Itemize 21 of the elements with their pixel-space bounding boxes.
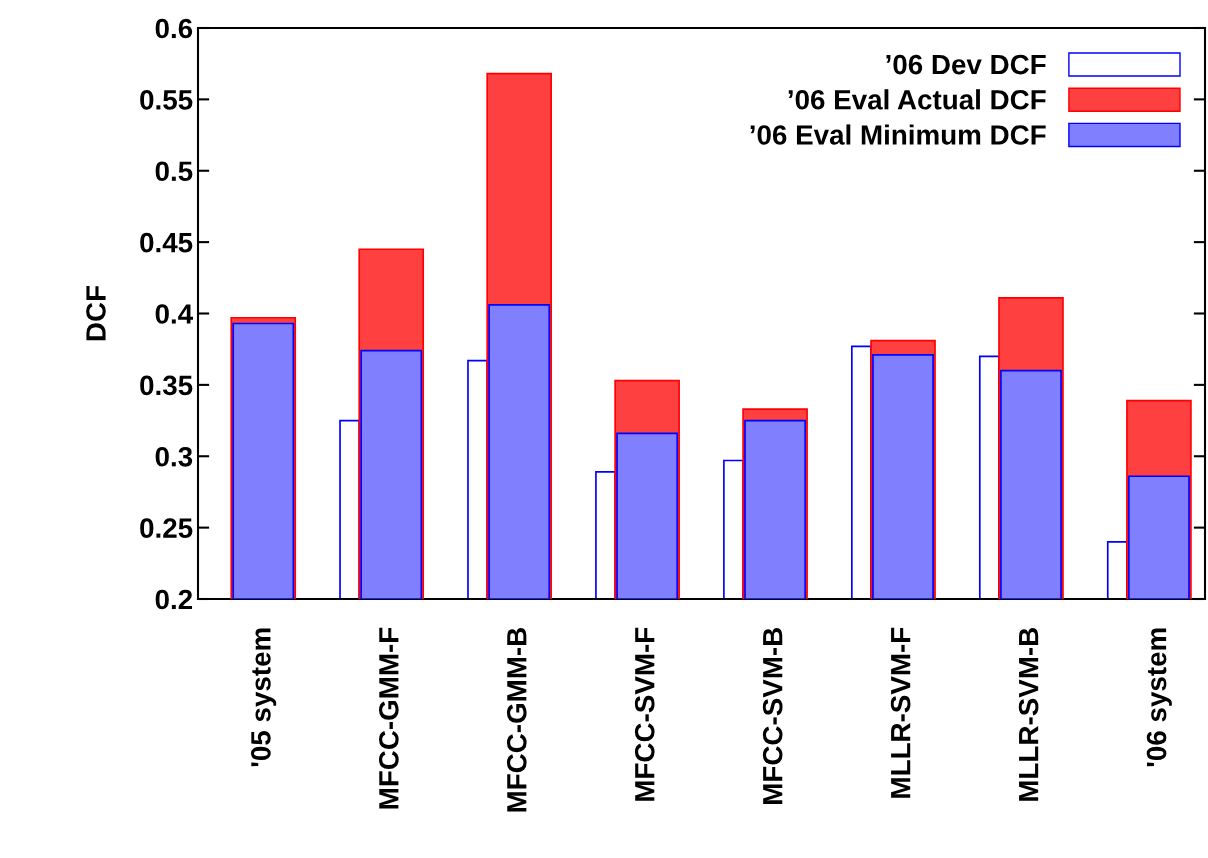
legend-label: ’06 Dev DCF [886,54,1046,75]
y-axis-title: DCF [86,285,106,341]
y-tick-label: 0.6 [155,18,193,39]
x-tick-label: MFCC-SVM-F [634,627,655,801]
x-tick-label: '06 system [1146,628,1172,767]
x-tick-label: MLLR-SVM-F [890,627,911,798]
x-tick-label: MFCC-GMM-F [379,627,399,809]
x-tick-label: MFCC-GMM-B [506,628,527,812]
legend-label: ’06 Eval Minimum DCF [750,124,1046,145]
y-tick-label: 0.45 [140,232,193,253]
y-tick-label: 0.4 [155,304,193,324]
x-tick-label: MLLR-SVM-B [1018,628,1039,801]
y-tick-label: 0.3 [155,446,193,467]
legend-label: ’06 Eval Actual DCF [788,89,1046,110]
y-tick-label: 0.5 [155,161,193,182]
y-tick-label: 0.35 [140,375,193,396]
y-tick-label: 0.2 [155,589,193,610]
y-tick-label: 0.25 [140,518,193,538]
y-tick-label: 0.55 [140,90,193,110]
x-tick-label: MFCC-SVM-B [762,628,783,804]
x-tick-label: '05 system [251,628,277,767]
